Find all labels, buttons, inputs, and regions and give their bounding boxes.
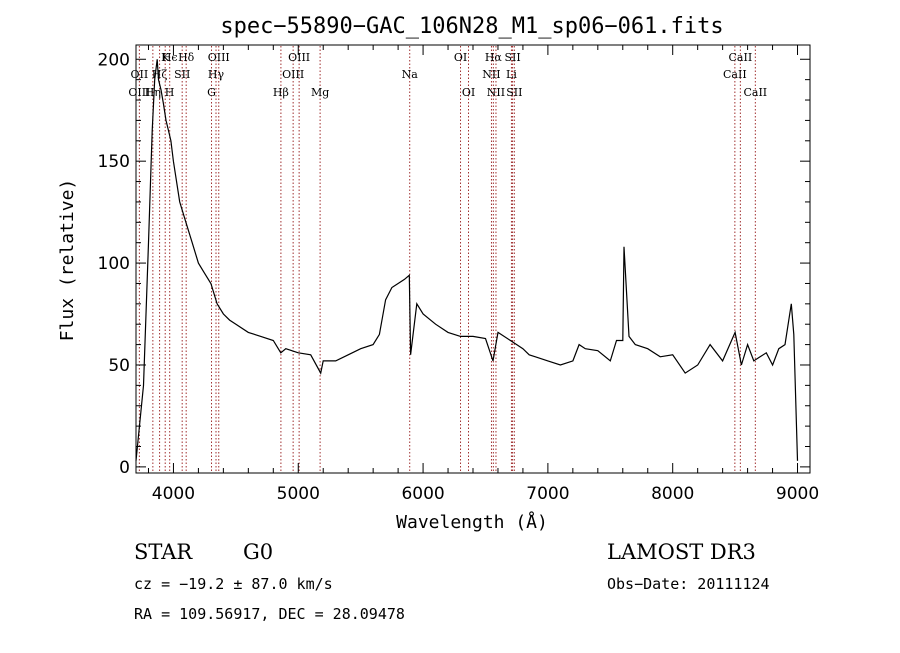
spectral-line-label: CaII	[743, 86, 767, 99]
plot-frame	[135, 44, 811, 474]
spectral-line-label: OIII	[282, 68, 304, 81]
spectral-line-label: Li	[506, 68, 517, 81]
spectral-line-label: NII	[487, 86, 505, 99]
chart-title: spec−55890−GAC_106N28_M1_sp06−061.fits	[220, 14, 723, 39]
spectral-line-label: CaII	[729, 51, 753, 64]
x-tick-label: 4000	[152, 484, 195, 504]
spectral-line-markers	[138, 46, 756, 472]
spectral-line-label: OII	[131, 68, 149, 81]
spectral-line-label: Hα	[485, 51, 503, 64]
y-axis-label: Flux (relative)	[57, 179, 78, 342]
spectral-line-label: K	[161, 51, 170, 64]
x-tick-label: 8000	[651, 484, 694, 504]
x-axis-label: Wavelength (Å)	[396, 511, 548, 533]
spectral-line-label: OI	[454, 51, 467, 64]
spectral-line-label: Hγ	[208, 68, 225, 81]
spectral-line-label: Hδ	[178, 51, 195, 64]
spectral-line-label: Hη	[145, 86, 161, 99]
object-subclass: G0	[243, 540, 273, 564]
object-class: STAR	[134, 540, 193, 564]
spectral-line-label: NII	[482, 68, 500, 81]
y-tick-label: 100	[98, 254, 130, 274]
spectral-line-label: Hβ	[273, 86, 289, 99]
y-tick-label: 50	[108, 356, 130, 376]
y-tick-label: 200	[98, 50, 130, 70]
spectral-line-label: SII	[174, 68, 190, 81]
survey-name: LAMOST DR3	[607, 540, 756, 564]
spectral-line-label: Hζ	[152, 68, 168, 81]
x-tick-label: 7000	[526, 484, 569, 504]
y-tick-label: 150	[98, 152, 130, 172]
spectral-line-label: OIII	[208, 51, 230, 64]
x-tick-label: 9000	[776, 484, 819, 504]
spectral-line-label: OIII	[128, 86, 150, 99]
spectral-line-label: CaII	[723, 68, 747, 81]
spectral-line-label: OI	[462, 86, 475, 99]
spectral-line-label: H	[165, 86, 175, 99]
spectral-line-label: SII	[506, 86, 522, 99]
x-tick-label: 5000	[277, 484, 320, 504]
spectral-line-label: OIII	[288, 51, 310, 64]
x-tick-label: 6000	[401, 484, 444, 504]
spectrum-series-line	[135, 59, 799, 461]
y-tick-label: 0	[119, 458, 130, 478]
spectral-line-label: SII	[504, 51, 520, 64]
observation-date: Obs−Date: 20111124	[607, 575, 770, 593]
redshift-cz: cz = −19.2 ± 87.0 km/s	[134, 575, 333, 593]
axis-ticks: 4000 5000 6000 7000 8000 9000 0 50 100 150 200	[98, 45, 819, 504]
spectral-line-label: G	[207, 86, 216, 99]
spectral-line-label: Mg	[311, 86, 329, 99]
spectral-line-label: Na	[402, 68, 419, 81]
sky-coordinates: RA = 109.56917, DEC = 28.09478	[134, 605, 405, 623]
